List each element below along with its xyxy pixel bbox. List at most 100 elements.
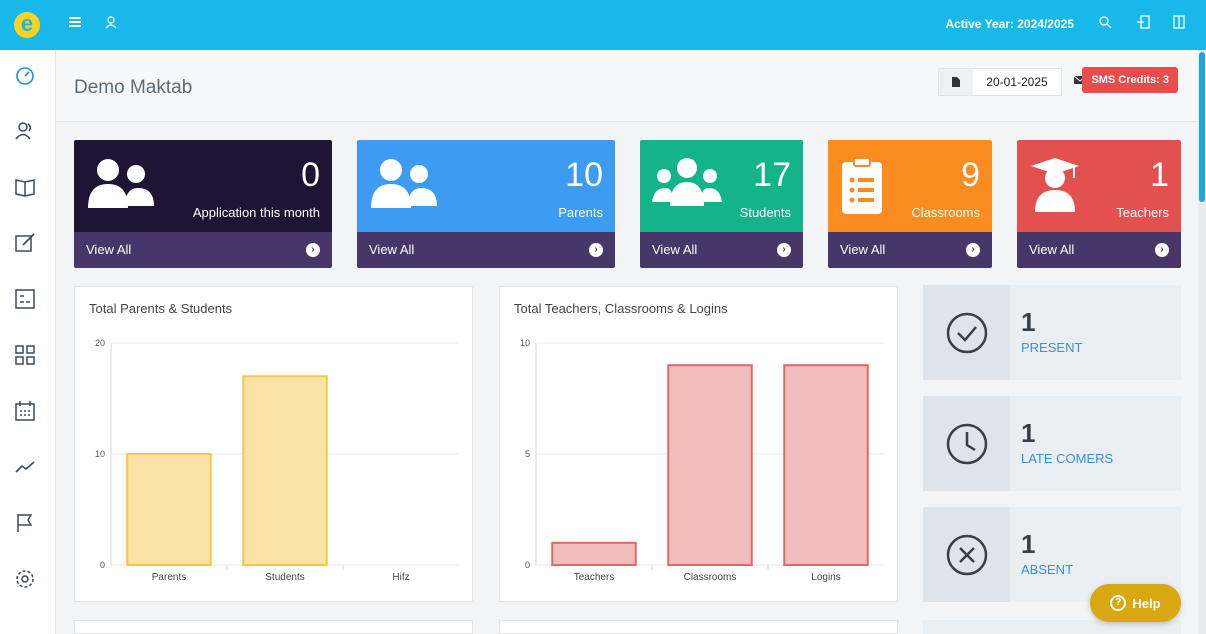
x-tick-label: Teachers	[574, 572, 615, 583]
view-all-label: View All	[840, 242, 886, 257]
stat-card-classrooms: 9 Classrooms View All ›	[828, 140, 992, 268]
settings-icon[interactable]	[14, 568, 40, 594]
attendance-number: 1	[1021, 418, 1036, 448]
attendance-label[interactable]: PRESENT	[1021, 340, 1083, 355]
calendar-icon[interactable]	[14, 400, 40, 426]
x-circle-icon	[923, 507, 1010, 602]
chevron-right-icon: ›	[589, 243, 603, 257]
stat-card-parents: 10 Parents View All ›	[357, 140, 615, 268]
calculator-icon[interactable]	[14, 288, 40, 314]
view-all-label: View All	[1029, 242, 1075, 257]
view-all-link[interactable]: View All ›	[74, 232, 332, 268]
stat-card-applications: 0 Application this month View All ›	[74, 140, 332, 268]
chevron-right-icon: ›	[777, 243, 791, 257]
parents-students-chart: 0 10 20 Parents Students Hifz	[95, 338, 459, 583]
x-tick-label: Students	[265, 572, 304, 583]
top-bar: e Active Year: 2024/2025	[0, 0, 1206, 50]
fullscreen-icon[interactable]	[1173, 15, 1185, 35]
x-tick-label: Hifz	[392, 572, 409, 583]
edit-icon[interactable]	[14, 232, 40, 258]
users-icon[interactable]	[14, 120, 40, 146]
dashboard-icon[interactable]	[14, 64, 40, 90]
chevron-right-icon: ›	[1155, 243, 1169, 257]
graduate-icon	[1029, 156, 1099, 216]
stat-label: Application this month	[192, 205, 320, 220]
grid-icon[interactable]	[14, 344, 40, 370]
bar-classrooms[interactable]	[667, 364, 753, 566]
clipboard-icon	[840, 156, 910, 216]
stat-number: 9	[961, 156, 980, 194]
y-tick-label: 20	[95, 338, 105, 348]
bar-teachers[interactable]	[551, 541, 637, 567]
page-header: Demo Maktab 20-01-2025 SMS Credits: 3	[56, 50, 1198, 122]
x-tick-label: Classrooms	[684, 572, 737, 583]
question-icon: ?	[1110, 595, 1127, 611]
view-all-link[interactable]: View All ›	[640, 232, 803, 268]
check-circle-icon	[923, 285, 1010, 380]
x-tick-label: Parents	[152, 572, 186, 583]
stat-number: 10	[565, 156, 603, 194]
bar-students[interactable]	[242, 375, 328, 566]
y-tick-label: 5	[525, 449, 530, 459]
parents-icon	[369, 156, 439, 216]
chart-card-parents-students: Total Parents & Students 0 10 20 Parents Stu…	[74, 286, 473, 602]
y-tick-label: 10	[520, 338, 530, 348]
help-label: Help	[1132, 595, 1161, 611]
chart-title: Total Teachers, Classrooms & Logins	[514, 301, 728, 316]
sms-credits-badge[interactable]: SMS Credits: 3	[1082, 67, 1178, 93]
user-icon[interactable]	[104, 15, 118, 35]
y-tick-label: 10	[95, 449, 105, 459]
search-icon[interactable]	[1098, 15, 1112, 35]
stat-card-teachers: 1 Teachers View All ›	[1017, 140, 1181, 268]
chart-card-peek	[499, 620, 898, 634]
bar-parents[interactable]	[126, 453, 212, 566]
flag-icon[interactable]	[14, 512, 40, 538]
active-year[interactable]: Active Year: 2024/2025	[945, 17, 1074, 31]
x-tick-label: Logins	[811, 572, 840, 583]
help-button[interactable]: ? Help	[1090, 584, 1181, 622]
attendance-number: 1	[1021, 307, 1036, 337]
stat-number: 17	[753, 156, 791, 194]
chart-card-peek	[74, 620, 473, 634]
logo[interactable]: e	[14, 12, 40, 38]
view-all-label: View All	[86, 242, 132, 257]
sidebar	[0, 50, 56, 634]
page-title: Demo Maktab	[74, 77, 193, 98]
stat-label: Parents	[558, 205, 603, 220]
y-tick-label: 0	[100, 560, 105, 570]
trend-icon[interactable]	[14, 456, 40, 482]
y-tick-label: 0	[525, 560, 530, 570]
attendance-late[interactable]: 1 LATE COMERS	[923, 396, 1181, 491]
menu-icon[interactable]	[68, 15, 82, 35]
chart-title: Total Parents & Students	[89, 301, 233, 316]
clock-icon	[923, 396, 1010, 491]
date-value[interactable]: 20-01-2025	[986, 75, 1048, 89]
attendance-label[interactable]: ABSENT	[1021, 562, 1074, 577]
scrollbar-thumb[interactable]	[1199, 52, 1205, 202]
stat-number: 1	[1150, 156, 1169, 194]
chevron-right-icon: ›	[966, 243, 980, 257]
view-all-label: View All	[369, 242, 415, 257]
teachers-classrooms-chart: 0 5 10 Teachers Classrooms Logins	[520, 338, 884, 583]
chart-card-teachers-classrooms: Total Teachers, Classrooms & Logins 0 5 10…	[499, 286, 898, 602]
attendance-present[interactable]: 1 PRESENT	[923, 285, 1181, 380]
attendance-card-peek	[923, 620, 1181, 634]
stat-label: Students	[739, 205, 791, 220]
chevron-right-icon: ›	[306, 243, 320, 257]
view-all-link[interactable]: View All ›	[1017, 232, 1181, 268]
date-picker[interactable]: 20-01-2025	[938, 68, 1062, 96]
view-all-label: View All	[652, 242, 698, 257]
students-icon	[652, 156, 722, 216]
stat-label: Teachers	[1116, 205, 1169, 220]
attendance-label[interactable]: LATE COMERS	[1021, 451, 1114, 466]
file-icon	[939, 69, 973, 95]
view-all-link[interactable]: View All ›	[828, 232, 992, 268]
logout-icon[interactable]	[1136, 15, 1150, 35]
view-all-link[interactable]: View All ›	[357, 232, 615, 268]
attendance-number: 1	[1021, 529, 1036, 559]
book-icon[interactable]	[14, 176, 40, 202]
users-icon	[86, 156, 156, 216]
scrollbar[interactable]	[1198, 50, 1206, 634]
stat-card-students: 17 Students View All ›	[640, 140, 803, 268]
bar-logins[interactable]	[783, 364, 869, 566]
